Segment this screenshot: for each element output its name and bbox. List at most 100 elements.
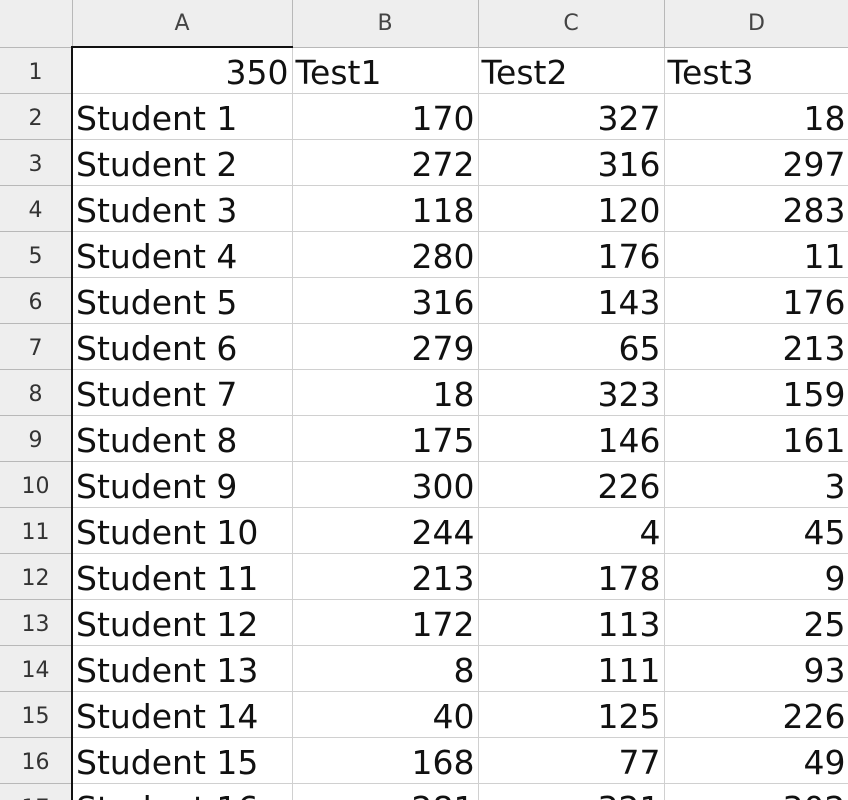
column-header-d[interactable]: D (664, 0, 848, 48)
cell-d1[interactable]: Test3 (664, 47, 848, 94)
cell-c5[interactable]: 176 (478, 231, 665, 278)
table-row: 3 Student 2 272 316 297 (0, 139, 848, 186)
cell-c4[interactable]: 120 (478, 185, 665, 232)
cell-d2[interactable]: 18 (664, 93, 848, 140)
cell-c7[interactable]: 65 (478, 323, 665, 370)
cell-a7[interactable]: Student 6 (71, 323, 293, 370)
cell-d12[interactable]: 9 (664, 553, 848, 600)
select-all-corner[interactable] (0, 0, 73, 48)
cell-b11[interactable]: 244 (292, 507, 479, 554)
cell-b4[interactable]: 118 (292, 185, 479, 232)
cell-d5[interactable]: 11 (664, 231, 848, 278)
row-header-13[interactable]: 13 (0, 599, 73, 646)
cell-d9[interactable]: 161 (664, 415, 848, 462)
cell-b9[interactable]: 175 (292, 415, 479, 462)
cell-a15[interactable]: Student 14 (71, 691, 293, 738)
cell-b5[interactable]: 280 (292, 231, 479, 278)
cell-d13[interactable]: 25 (664, 599, 848, 646)
cell-d16[interactable]: 49 (664, 737, 848, 784)
cell-a3[interactable]: Student 2 (71, 139, 293, 186)
row-header-8[interactable]: 8 (0, 369, 73, 416)
cell-b1[interactable]: Test1 (292, 47, 479, 94)
row-header-3[interactable]: 3 (0, 139, 73, 186)
cell-d4[interactable]: 283 (664, 185, 848, 232)
cell-a2[interactable]: Student 1 (71, 93, 293, 140)
cell-c13[interactable]: 113 (478, 599, 665, 646)
row-header-10[interactable]: 10 (0, 461, 73, 508)
row-header-12[interactable]: 12 (0, 553, 73, 600)
cell-c1[interactable]: Test2 (478, 47, 665, 94)
cell-a12[interactable]: Student 11 (71, 553, 293, 600)
cell-d17[interactable]: 302 (664, 783, 848, 800)
cell-b15[interactable]: 40 (292, 691, 479, 738)
row-header-2[interactable]: 2 (0, 93, 73, 140)
table-row: 11 Student 10 244 4 45 (0, 507, 848, 554)
row-header-9[interactable]: 9 (0, 415, 73, 462)
cell-d6[interactable]: 176 (664, 277, 848, 324)
cell-c17[interactable]: 321 (478, 783, 665, 800)
cell-d11[interactable]: 45 (664, 507, 848, 554)
cell-c6[interactable]: 143 (478, 277, 665, 324)
cell-c15[interactable]: 125 (478, 691, 665, 738)
cell-c3[interactable]: 316 (478, 139, 665, 186)
cell-c2[interactable]: 327 (478, 93, 665, 140)
cell-d3[interactable]: 297 (664, 139, 848, 186)
row-header-11[interactable]: 11 (0, 507, 73, 554)
cell-b17[interactable]: 281 (292, 783, 479, 800)
cell-b8[interactable]: 18 (292, 369, 479, 416)
cell-d7[interactable]: 213 (664, 323, 848, 370)
column-header-c[interactable]: C (478, 0, 665, 48)
cell-b3[interactable]: 272 (292, 139, 479, 186)
table-row: 10 Student 9 300 226 3 (0, 461, 848, 508)
cell-a9[interactable]: Student 8 (71, 415, 293, 462)
row-header-6[interactable]: 6 (0, 277, 73, 324)
cell-a11[interactable]: Student 10 (71, 507, 293, 554)
table-row: 13 Student 12 172 113 25 (0, 599, 848, 646)
row-header-16[interactable]: 16 (0, 737, 73, 784)
row-header-4[interactable]: 4 (0, 185, 73, 232)
cell-b6[interactable]: 316 (292, 277, 479, 324)
row-header-5[interactable]: 5 (0, 231, 73, 278)
cell-b16[interactable]: 168 (292, 737, 479, 784)
cell-a8[interactable]: Student 7 (71, 369, 293, 416)
column-header-a[interactable]: A (72, 0, 293, 48)
cell-c14[interactable]: 111 (478, 645, 665, 692)
cell-b13[interactable]: 172 (292, 599, 479, 646)
cell-a16[interactable]: Student 15 (71, 737, 293, 784)
cell-a4[interactable]: Student 3 (71, 185, 293, 232)
row-header-17[interactable]: 17 (0, 783, 73, 800)
cell-b10[interactable]: 300 (292, 461, 479, 508)
row-header-14[interactable]: 14 (0, 645, 73, 692)
cell-b14[interactable]: 8 (292, 645, 479, 692)
cell-b12[interactable]: 213 (292, 553, 479, 600)
cell-a13[interactable]: Student 12 (71, 599, 293, 646)
cell-c11[interactable]: 4 (478, 507, 665, 554)
cell-b7[interactable]: 279 (292, 323, 479, 370)
row-header-7[interactable]: 7 (0, 323, 73, 370)
cell-a14[interactable]: Student 13 (71, 645, 293, 692)
row-header-1[interactable]: 1 (0, 47, 73, 94)
cell-a6[interactable]: Student 5 (71, 277, 293, 324)
cell-d8[interactable]: 159 (664, 369, 848, 416)
table-row: 4 Student 3 118 120 283 (0, 185, 848, 232)
cell-a1[interactable]: 350 (71, 46, 293, 94)
grid-body: 1 350 Test1 Test2 Test3 2 Student 1 170 327 18 3 St… (0, 46, 848, 800)
cell-d10[interactable]: 3 (664, 461, 848, 508)
cell-c8[interactable]: 323 (478, 369, 665, 416)
cell-a10[interactable]: Student 9 (71, 461, 293, 508)
cell-b2[interactable]: 170 (292, 93, 479, 140)
column-header-b[interactable]: B (292, 0, 479, 48)
cell-c16[interactable]: 77 (478, 737, 665, 784)
cell-d14[interactable]: 93 (664, 645, 848, 692)
cell-c9[interactable]: 146 (478, 415, 665, 462)
cell-a5[interactable]: Student 4 (71, 231, 293, 278)
row-header-15[interactable]: 15 (0, 691, 73, 738)
table-row: 8 Student 7 18 323 159 (0, 369, 848, 416)
table-row: 12 Student 11 213 178 9 (0, 553, 848, 600)
cell-c10[interactable]: 226 (478, 461, 665, 508)
table-row: 6 Student 5 316 143 176 (0, 277, 848, 324)
cell-d15[interactable]: 226 (664, 691, 848, 738)
cell-a17[interactable]: Student 16 (71, 783, 293, 800)
cell-c12[interactable]: 178 (478, 553, 665, 600)
